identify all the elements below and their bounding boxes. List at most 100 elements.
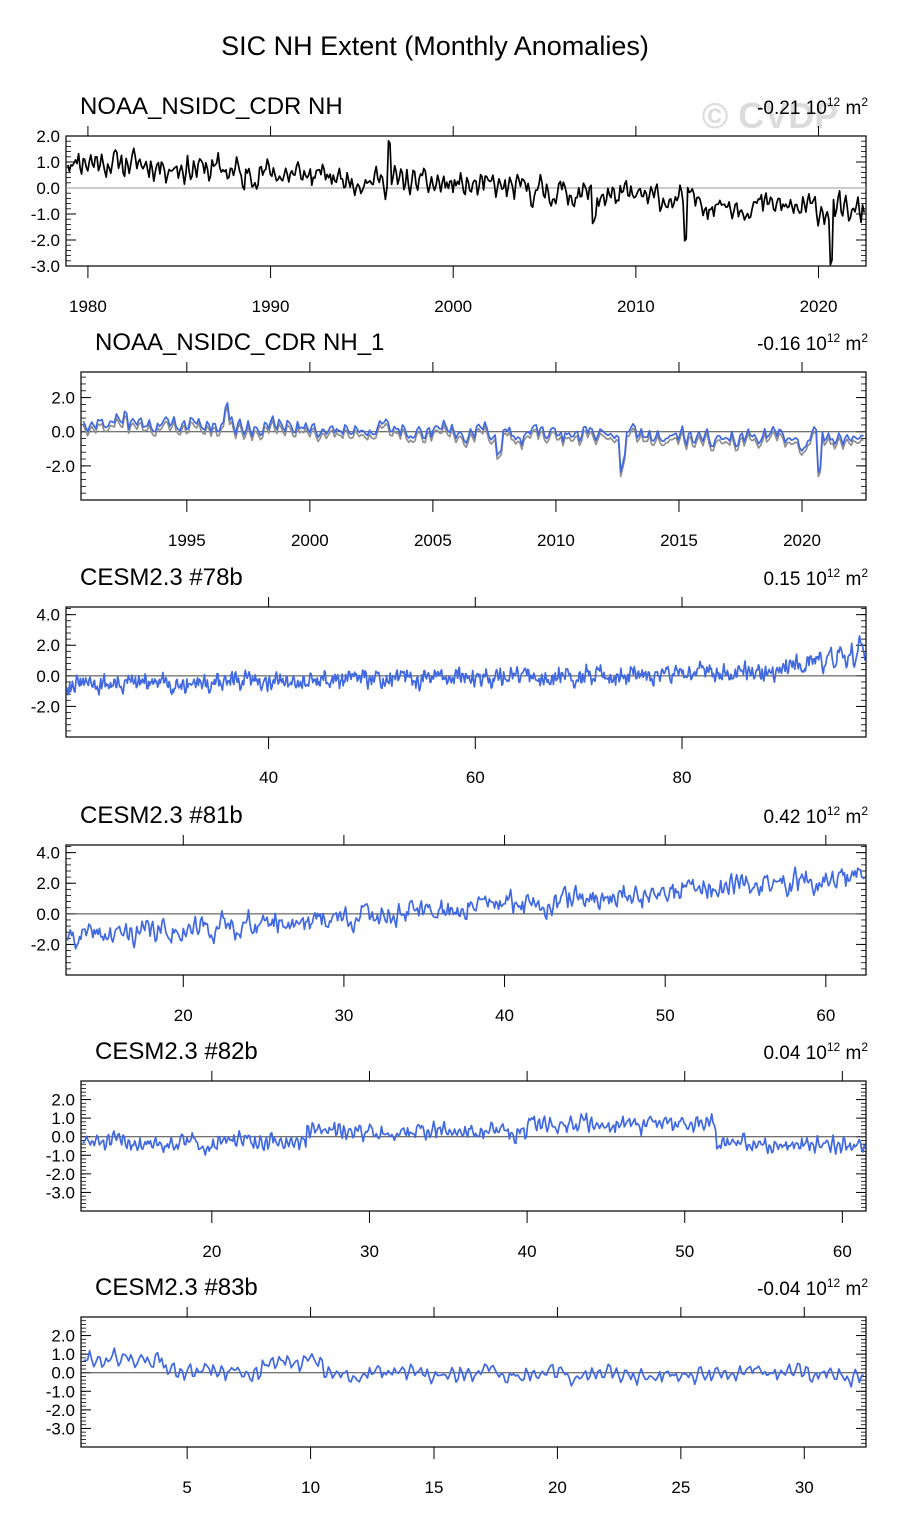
x-tick-label: 60 — [466, 768, 485, 787]
panel-title: NOAA_NSIDC_CDR NH_1 — [95, 329, 384, 356]
x-tick-label: 30 — [334, 1006, 353, 1025]
x-tick-label: 20 — [174, 1006, 193, 1025]
panel-title: CESM2.3 #83b — [95, 1274, 258, 1301]
trend-value: 0.04 10 — [763, 1043, 826, 1064]
trend-unit-exponent: 2 — [861, 1040, 868, 1054]
y-tick-label: -1.0 — [46, 1382, 75, 1401]
y-tick-label: -3.0 — [31, 257, 60, 276]
chart-panel-5: CESM2.3 #82b 0.04 1012 m2 2.01.00.0-1.0-2.… — [46, 1038, 869, 1261]
series-line — [82, 1112, 866, 1156]
x-tick-label: 20 — [202, 1242, 221, 1261]
y-tick-label: 4.0 — [36, 844, 60, 863]
y-tick-label: 2.0 — [36, 127, 60, 146]
watermark: © CVDP — [702, 95, 839, 136]
series-line — [83, 1347, 864, 1388]
x-tick-label: 25 — [671, 1478, 690, 1497]
x-tick-label: 2000 — [434, 297, 472, 316]
series-line — [82, 402, 864, 474]
x-tick-label: 40 — [259, 768, 278, 787]
series-line — [66, 866, 865, 950]
chart-panel-6: CESM2.3 #83b -0.04 1012 m2 2.01.00.0-1.0-2… — [46, 1274, 869, 1497]
x-tick-label: 15 — [425, 1478, 444, 1497]
y-tick-label: -3.0 — [46, 1183, 75, 1202]
y-tick-label: 0.0 — [36, 667, 60, 686]
x-tick-label: 80 — [673, 768, 692, 787]
y-tick-label: -2.0 — [31, 697, 60, 716]
series-line — [82, 406, 864, 478]
panel-title: NOAA_NSIDC_CDR NH — [80, 93, 343, 120]
trend-unit: m — [840, 1043, 861, 1064]
x-tick-label: 30 — [795, 1478, 814, 1497]
trend-exponent: 12 — [827, 1040, 841, 1054]
y-tick-label: 0.0 — [36, 905, 60, 924]
chart-panel-2: NOAA_NSIDC_CDR NH_1 -0.16 1012 m2 2.0 0.0 -2… — [46, 329, 869, 550]
trend-label: 0.42 1012 m2 — [763, 804, 868, 828]
trend-exponent: 12 — [827, 566, 841, 580]
chart-panel-1: NOAA_NSIDC_CDR NH -0.21 1012 m2 2.0 1.0 0.0 -… — [31, 93, 869, 316]
trend-value: 0.42 10 — [763, 807, 826, 828]
trend-unit-exponent: 2 — [861, 95, 868, 109]
plot-frame — [65, 844, 867, 976]
x-tick-label: 1980 — [69, 297, 107, 316]
trend-exponent: 12 — [827, 1276, 841, 1290]
y-tick-label: -2.0 — [31, 231, 60, 250]
trend-unit: m — [840, 807, 861, 828]
y-tick-label: 0.0 — [51, 1364, 75, 1383]
x-tick-label: 2020 — [783, 531, 821, 550]
y-tick-label: 0.0 — [51, 423, 75, 442]
y-tick-label: -2.0 — [46, 1165, 75, 1184]
x-tick-label: 2015 — [660, 531, 698, 550]
series-line — [66, 139, 866, 266]
x-tick-label: 5 — [182, 1478, 191, 1497]
trend-value: -0.04 10 — [757, 1279, 827, 1300]
y-tick-label: -3.0 — [46, 1419, 75, 1438]
x-tick-label: 20 — [548, 1478, 567, 1497]
y-tick-label: 0.0 — [51, 1128, 75, 1147]
y-tick-label: -1.0 — [46, 1146, 75, 1165]
trend-unit-exponent: 2 — [861, 804, 868, 818]
x-tick-label: 2005 — [414, 531, 452, 550]
y-tick-label: 2.0 — [36, 636, 60, 655]
panel-title: CESM2.3 #81b — [80, 802, 243, 829]
trend-label: 0.15 1012 m2 — [763, 566, 868, 590]
trend-label: 0.04 1012 m2 — [763, 1040, 868, 1064]
plot-frame — [65, 135, 867, 267]
plot-frame — [65, 606, 867, 738]
trend-label: -0.21 1012 m2 — [757, 95, 868, 119]
y-tick-label: 1.0 — [51, 1345, 75, 1364]
y-tick-label: 2.0 — [51, 389, 75, 408]
trend-unit-exponent: 2 — [861, 1276, 868, 1290]
trend-unit: m — [840, 1279, 861, 1300]
x-tick-label: 2000 — [291, 531, 329, 550]
plot-frame — [80, 1080, 867, 1212]
plot-frame — [80, 1316, 867, 1448]
x-tick-label: 10 — [301, 1478, 320, 1497]
y-tick-label: -2.0 — [46, 457, 75, 476]
trend-exponent: 12 — [827, 804, 841, 818]
trend-label: -0.16 1012 m2 — [757, 331, 868, 355]
x-tick-label: 50 — [656, 1006, 675, 1025]
panel-title: CESM2.3 #78b — [80, 564, 243, 591]
trend-value: 0.15 10 — [763, 569, 826, 590]
page-title: SIC NH Extent (Monthly Anomalies) — [221, 31, 649, 61]
y-tick-label: 2.0 — [51, 1091, 75, 1110]
x-tick-label: 60 — [816, 1006, 835, 1025]
chart-panel-4: CESM2.3 #81b 0.42 1012 m2 4.0 2.0 0.0 -2.0 20 3… — [31, 802, 869, 1025]
trend-unit: m — [840, 569, 861, 590]
trend-unit: m — [840, 98, 861, 119]
x-tick-label: 2020 — [800, 297, 838, 316]
trend-label: -0.04 1012 m2 — [757, 1276, 868, 1300]
chart-panel-3: CESM2.3 #78b 0.15 1012 m2 4.0 2.0 0.0 -2.0 40 6… — [31, 564, 869, 787]
trend-value: -0.16 10 — [757, 334, 827, 355]
y-tick-label: -2.0 — [46, 1401, 75, 1420]
x-tick-label: 2010 — [617, 297, 655, 316]
trend-exponent: 12 — [827, 95, 841, 109]
series-line — [66, 635, 866, 696]
trend-exponent: 12 — [827, 331, 841, 345]
y-tick-label: 0.0 — [36, 179, 60, 198]
x-tick-label: 50 — [675, 1242, 694, 1261]
x-tick-label: 40 — [518, 1242, 537, 1261]
plot-frame — [80, 371, 867, 501]
x-tick-label: 1990 — [252, 297, 290, 316]
